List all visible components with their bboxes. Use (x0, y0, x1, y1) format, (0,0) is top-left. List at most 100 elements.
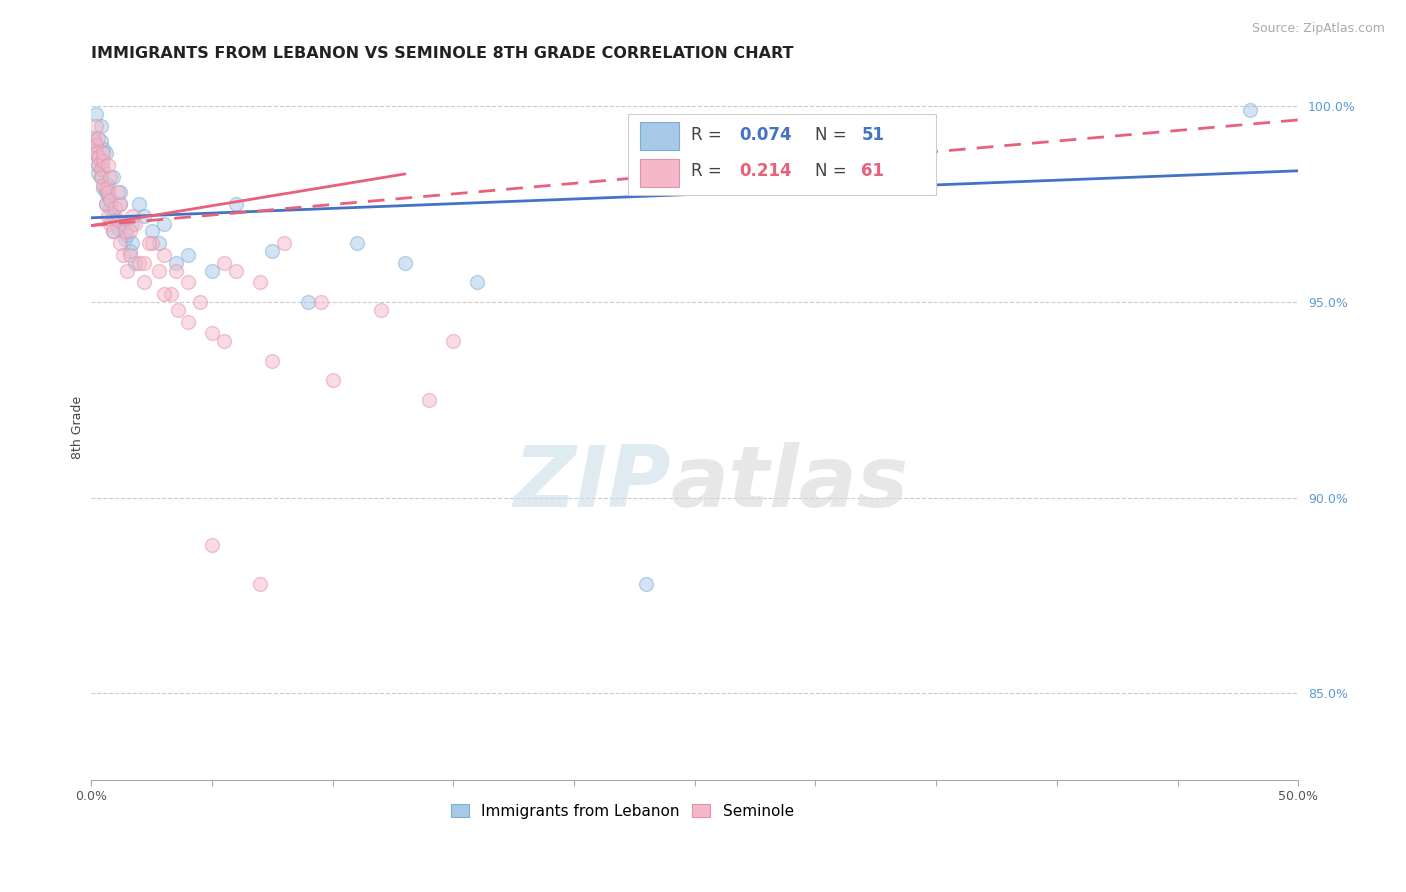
Point (97, 158, 120, 172)
Point (84, 107, 107, 121)
Text: atlas: atlas (671, 442, 908, 525)
Point (152, 217, 174, 231)
Point (121, 217, 143, 231)
Y-axis label: 8th Grade: 8th Grade (72, 396, 84, 458)
Point (100, 193, 122, 207)
Point (108, 197, 131, 211)
Point (87, 158, 110, 172)
Point (148, 236, 170, 251)
Text: 0.074: 0.074 (740, 126, 792, 144)
Point (104, 201, 127, 215)
Point (201, 326, 224, 341)
Point (165, 256, 187, 270)
Point (101, 225, 124, 239)
Point (114, 225, 136, 239)
Point (100, 193, 122, 207)
Point (101, 169, 124, 184)
Point (101, 225, 124, 239)
Point (87, 166, 110, 180)
Point (165, 263, 187, 277)
Point (128, 197, 150, 211)
Text: R =: R = (692, 162, 727, 180)
Point (94, 146, 117, 161)
Point (118, 248, 141, 262)
Point (108, 236, 131, 251)
Point (94, 186, 117, 200)
Point (249, 276, 271, 290)
Text: ZIP: ZIP (513, 442, 671, 525)
Point (167, 302, 190, 317)
Point (90, 169, 112, 184)
Point (91, 161, 114, 176)
Point (201, 263, 224, 277)
Point (90, 154, 112, 169)
Point (467, 276, 489, 290)
Point (97, 178, 120, 192)
Point (108, 197, 131, 211)
Point (91, 178, 114, 192)
Text: R =: R = (692, 126, 727, 144)
Point (128, 256, 150, 270)
Legend: Immigrants from Lebanon, Seminole: Immigrants from Lebanon, Seminole (444, 797, 800, 825)
Point (441, 334, 464, 348)
Text: N =: N = (815, 126, 852, 144)
Point (97, 209, 120, 223)
Point (225, 263, 247, 277)
Point (111, 217, 134, 231)
Point (118, 225, 141, 239)
Text: 61: 61 (862, 162, 884, 180)
Point (90, 161, 112, 176)
Point (636, 577, 658, 591)
Point (148, 263, 170, 277)
Bar (640, 122, 679, 150)
Text: Source: ZipAtlas.com: Source: ZipAtlas.com (1251, 22, 1385, 36)
Text: IMMIGRANTS FROM LEBANON VS SEMINOLE 8TH GRADE CORRELATION CHART: IMMIGRANTS FROM LEBANON VS SEMINOLE 8TH … (91, 46, 793, 62)
Point (117, 228, 139, 243)
Point (97, 189, 120, 203)
Point (134, 276, 156, 290)
Point (225, 197, 247, 211)
Point (188, 295, 211, 310)
Point (91, 181, 114, 195)
Point (94, 197, 117, 211)
Point (107, 212, 129, 227)
Point (160, 287, 183, 301)
Point (249, 577, 271, 591)
Point (84, 138, 107, 153)
Point (100, 169, 122, 184)
Point (322, 373, 344, 387)
Point (118, 244, 141, 258)
Point (141, 236, 163, 251)
Text: N =: N = (815, 162, 852, 180)
Point (262, 244, 284, 258)
Point (91, 154, 114, 169)
Point (94, 181, 117, 195)
Point (273, 236, 295, 251)
Point (87, 150, 110, 164)
Point (346, 236, 368, 251)
Text: 51: 51 (862, 126, 884, 144)
Point (1239, 103, 1261, 117)
Point (90, 169, 112, 184)
Point (87, 130, 110, 145)
Point (83, 135, 105, 149)
Point (177, 314, 200, 328)
Point (418, 392, 440, 407)
Point (84, 138, 107, 153)
Point (114, 232, 136, 246)
Point (83, 130, 105, 145)
Point (107, 220, 129, 235)
Text: 0.214: 0.214 (740, 162, 792, 180)
Point (84, 119, 107, 133)
Point (108, 186, 131, 200)
Point (394, 256, 416, 270)
Point (91, 142, 114, 156)
Point (138, 236, 160, 251)
Point (100, 217, 122, 231)
Point (107, 186, 129, 200)
Point (117, 263, 139, 277)
FancyBboxPatch shape (628, 113, 936, 194)
Point (262, 353, 284, 368)
Point (124, 256, 146, 270)
Point (87, 150, 110, 164)
